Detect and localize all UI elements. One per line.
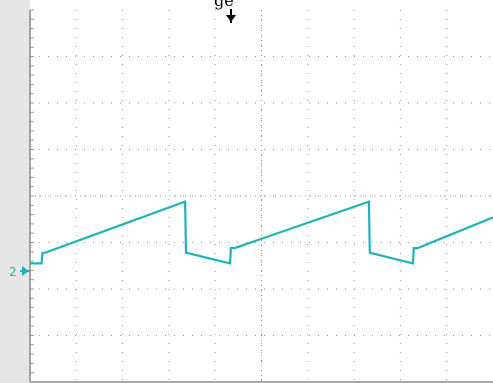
channel-ground-arrow-icon [20,266,30,276]
left-side-bar [0,0,30,383]
top-label: ge [214,0,234,10]
channel-2-marker-label: 2 [9,265,17,279]
channel-2-trace [30,200,493,265]
trigger-arrow-icon [226,9,236,23]
